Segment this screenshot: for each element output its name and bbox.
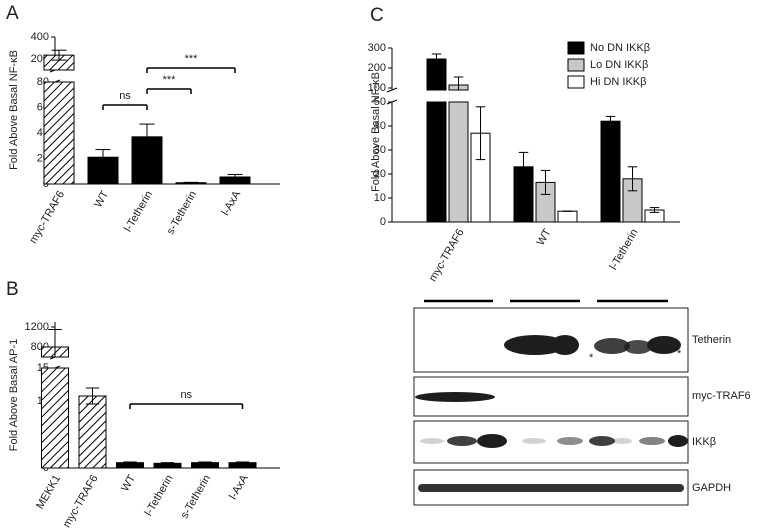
y-tick-label: 20 (374, 168, 386, 180)
x-tick-label: myc-TRAF6 (27, 189, 67, 246)
blot-panel: Tetherin myc-TRAF6 IKKβ GAPDH * * (413, 299, 751, 506)
significance-label: *** (185, 53, 199, 65)
bar (600, 120, 621, 223)
asterisk: * (589, 352, 594, 364)
y-tick-label: 300 (368, 42, 386, 54)
bar (78, 395, 107, 469)
blot-label: GAPDH (692, 482, 731, 494)
blot-label: myc-TRAF6 (692, 390, 751, 402)
y-tick-label: 10 (374, 192, 386, 204)
y-tick-label: 30 (374, 144, 386, 156)
legend-swatch (567, 41, 585, 55)
y-axis-title: Fold Above Basal AP-1 (8, 339, 20, 452)
y-tick-label: 40 (374, 120, 386, 132)
legend-swatch (567, 58, 585, 72)
panel-label: A (6, 3, 19, 24)
legend-swatch (567, 75, 585, 89)
y-tick-label: 100 (368, 82, 386, 94)
y-tick-label: 50 (374, 96, 386, 108)
blot-label: Tetherin (692, 334, 731, 346)
legend-label: Lo DN IKKβ (590, 59, 648, 71)
legend-label: No DN IKKβ (590, 42, 650, 54)
asterisk: * (677, 348, 682, 360)
y-axis-title: Fold Above Basal NF-κB (8, 50, 20, 170)
y-tick-label: 200 (368, 62, 386, 74)
significance-label: ns (119, 90, 131, 102)
y-axis-title: Fold Above Basal NF-κB (370, 72, 382, 192)
x-tick-label: l-Tetherin (608, 227, 641, 272)
y-tick-label: 1200 (25, 321, 49, 333)
bar (448, 101, 469, 223)
x-tick-label: l-Tetherin (122, 189, 155, 234)
x-tick-label: WT (92, 189, 111, 210)
x-tick-label: WT (535, 227, 554, 248)
y-tick-label: 400 (31, 31, 49, 43)
x-tick-label: l-AxA (227, 472, 251, 501)
x-tick-label: s-Tetherin (165, 189, 200, 237)
bar (41, 367, 69, 469)
panel-label: C (370, 5, 384, 26)
bar (557, 210, 578, 223)
bar (426, 101, 447, 223)
significance-label: *** (163, 74, 177, 86)
x-tick-label: myc-TRAF6 (427, 227, 467, 284)
bar (87, 156, 119, 185)
x-tick-label: myc-TRAF6 (61, 473, 101, 528)
legend-label: Hi DN IKKβ (590, 76, 646, 88)
blot-label: IKKβ (692, 436, 716, 448)
x-tick-label: s-Tetherin (179, 473, 214, 521)
x-tick-label: MEKK1 (34, 473, 63, 511)
y-tick-label: 0 (380, 216, 386, 228)
panel-label: B (6, 279, 19, 300)
bar (43, 81, 75, 185)
x-tick-label: l-Tetherin (143, 473, 176, 518)
axis-break (386, 99, 398, 105)
x-tick-label: WT (119, 473, 138, 494)
x-tick-label: l-AxA (220, 188, 244, 217)
significance-label: ns (180, 389, 192, 401)
axis-break (386, 87, 398, 93)
